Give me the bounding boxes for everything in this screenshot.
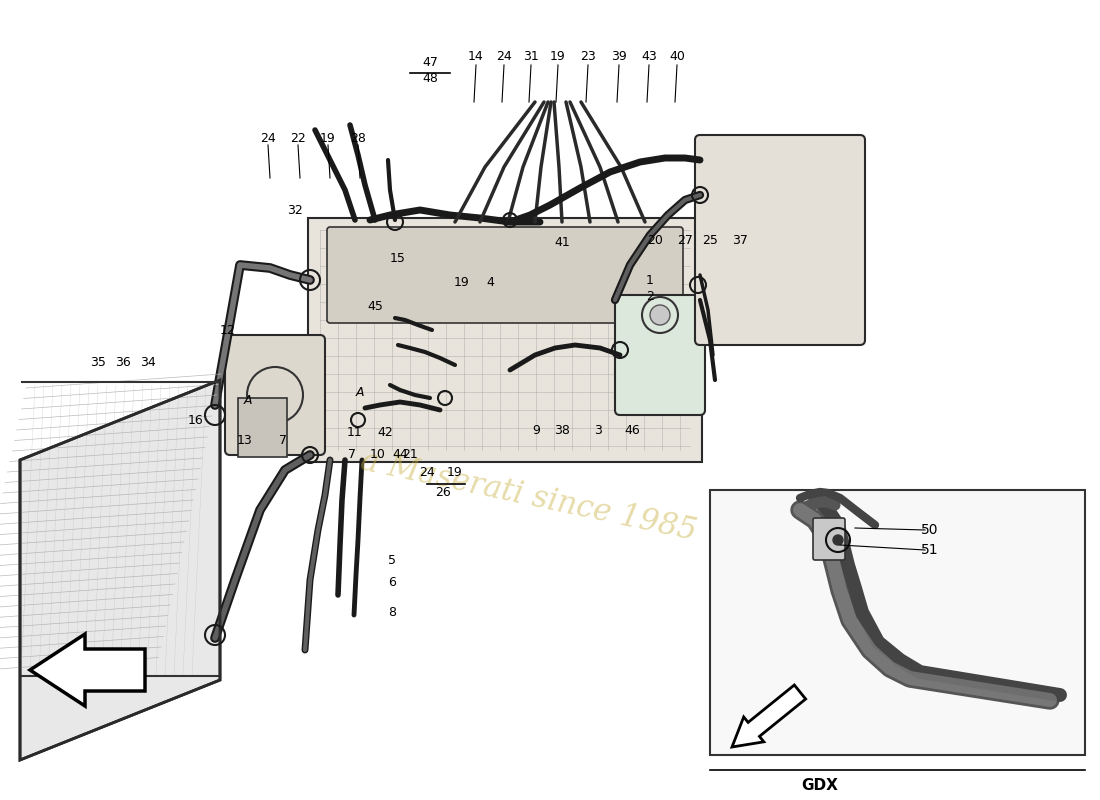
Text: 3: 3 <box>594 423 602 437</box>
Text: 31: 31 <box>524 50 539 63</box>
Text: 8: 8 <box>388 606 396 618</box>
Text: 36: 36 <box>116 355 131 369</box>
Text: 13: 13 <box>238 434 253 446</box>
Text: 23: 23 <box>580 50 596 63</box>
Text: 37: 37 <box>733 234 748 246</box>
Text: 16: 16 <box>188 414 204 426</box>
Text: 11: 11 <box>348 426 363 438</box>
FancyBboxPatch shape <box>238 398 287 457</box>
FancyBboxPatch shape <box>226 335 324 455</box>
Text: 43: 43 <box>641 50 657 63</box>
Text: 19: 19 <box>320 131 336 145</box>
Text: 46: 46 <box>624 423 640 437</box>
Text: 19: 19 <box>454 275 470 289</box>
Text: 21: 21 <box>403 449 418 462</box>
Text: 10: 10 <box>370 449 386 462</box>
Text: 27: 27 <box>678 234 693 246</box>
Text: 14: 14 <box>469 50 484 63</box>
Text: 7: 7 <box>279 434 287 446</box>
Text: 34: 34 <box>140 355 156 369</box>
Text: 51: 51 <box>921 543 938 557</box>
Text: 48: 48 <box>422 73 438 86</box>
Text: 28: 28 <box>350 131 366 145</box>
Text: 42: 42 <box>377 426 393 438</box>
Text: 7: 7 <box>348 449 356 462</box>
Text: 40: 40 <box>669 50 685 63</box>
Text: 12: 12 <box>220 323 235 337</box>
Text: a Maserati since 1985: a Maserati since 1985 <box>358 446 698 546</box>
Text: 19: 19 <box>550 50 565 63</box>
Text: GDX: GDX <box>802 778 838 793</box>
Bar <box>710 490 1085 755</box>
Text: 22: 22 <box>290 131 306 145</box>
Text: 32: 32 <box>287 203 303 217</box>
Text: 25: 25 <box>702 234 718 246</box>
Text: 19: 19 <box>447 466 463 478</box>
FancyBboxPatch shape <box>695 135 865 345</box>
Circle shape <box>650 305 670 325</box>
Text: 20: 20 <box>647 234 663 246</box>
Text: 15: 15 <box>390 251 406 265</box>
Text: 44: 44 <box>392 449 408 462</box>
Text: 4: 4 <box>486 275 494 289</box>
Text: 39: 39 <box>612 50 627 63</box>
Text: 24: 24 <box>260 131 276 145</box>
Text: 5: 5 <box>388 554 396 566</box>
Text: 6: 6 <box>388 575 396 589</box>
Text: 24: 24 <box>496 50 512 63</box>
FancyArrow shape <box>732 685 805 747</box>
Text: 38: 38 <box>554 423 570 437</box>
Text: 9: 9 <box>532 423 540 437</box>
Text: 47: 47 <box>422 55 438 69</box>
Text: 1: 1 <box>646 274 653 286</box>
Text: A: A <box>244 394 252 406</box>
Text: 50: 50 <box>922 523 938 537</box>
Text: 41: 41 <box>554 235 570 249</box>
FancyBboxPatch shape <box>813 518 845 560</box>
FancyArrow shape <box>30 634 145 706</box>
Text: 45: 45 <box>367 299 383 313</box>
Text: A: A <box>355 386 364 398</box>
Text: 35: 35 <box>90 355 106 369</box>
Text: 26: 26 <box>436 486 451 498</box>
FancyBboxPatch shape <box>308 218 702 462</box>
FancyBboxPatch shape <box>327 227 683 323</box>
Polygon shape <box>20 380 220 760</box>
FancyBboxPatch shape <box>615 295 705 415</box>
Text: 24: 24 <box>419 466 435 478</box>
Circle shape <box>833 535 843 545</box>
Text: 2: 2 <box>646 290 653 302</box>
